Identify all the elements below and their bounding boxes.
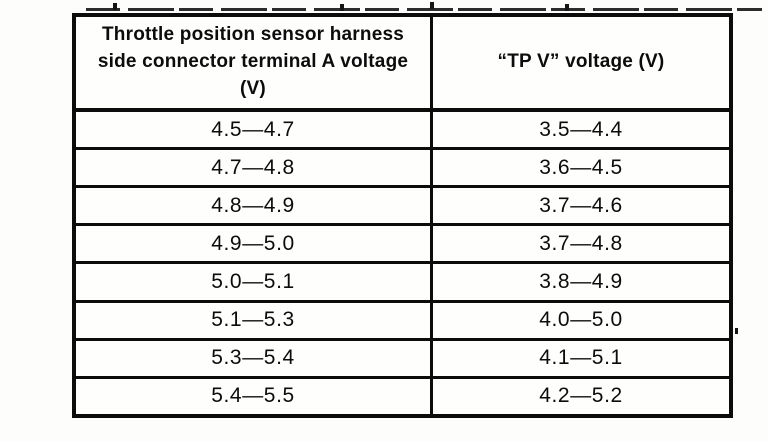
scan-artifact-tick <box>565 4 569 11</box>
tp-v-voltage-cell: 3.5—4.4 <box>430 108 733 151</box>
table-row: 4.8—4.9 3.7—4.6 <box>72 185 733 227</box>
table-header-row: Throttle position sensor harness side co… <box>72 13 733 112</box>
voltage-lookup-table: Throttle position sensor harness side co… <box>72 13 733 418</box>
table-row: 5.3—5.4 4.1—5.1 <box>72 337 733 379</box>
terminal-a-voltage-cell: 5.0—5.1 <box>72 261 433 303</box>
table-row: 4.9—5.0 3.7—4.8 <box>72 223 733 265</box>
scan-artifact-streak <box>86 8 762 11</box>
tp-v-voltage-cell: 3.7—4.6 <box>430 185 733 227</box>
table-row: 4.7—4.8 3.6—4.5 <box>72 147 733 189</box>
terminal-a-voltage-cell: 5.3—5.4 <box>72 337 433 379</box>
terminal-a-voltage-cell: 5.1—5.3 <box>72 299 433 341</box>
table-row: 4.5—4.7 3.5—4.4 <box>72 108 733 151</box>
scan-artifact-tick <box>340 4 344 11</box>
tp-v-voltage-cell: 4.1—5.1 <box>430 337 733 379</box>
terminal-a-voltage-cell: 4.8—4.9 <box>72 185 433 227</box>
terminal-a-voltage-cell: 4.5—4.7 <box>72 108 433 151</box>
terminal-a-voltage-cell: 5.4—5.5 <box>72 375 433 418</box>
scan-artifact-tick <box>113 3 117 10</box>
scan-artifact-tick <box>735 328 738 334</box>
tp-v-voltage-cell: 3.7—4.8 <box>430 223 733 265</box>
terminal-a-voltage-cell: 4.7—4.8 <box>72 147 433 189</box>
column-header-terminal-a-voltage: Throttle position sensor harness side co… <box>72 13 433 112</box>
scan-artifact-tick <box>430 2 434 9</box>
tp-v-voltage-cell: 3.6—4.5 <box>430 147 733 189</box>
tp-v-voltage-cell: 3.8—4.9 <box>430 261 733 303</box>
column-header-tp-v-voltage: “TP V” voltage (V) <box>430 13 733 112</box>
tp-v-voltage-cell: 4.2—5.2 <box>430 375 733 418</box>
table-row: 5.0—5.1 3.8—4.9 <box>72 261 733 303</box>
table-row: 5.4—5.5 4.2—5.2 <box>72 375 733 418</box>
terminal-a-voltage-cell: 4.9—5.0 <box>72 223 433 265</box>
tp-v-voltage-cell: 4.0—5.0 <box>430 299 733 341</box>
table-row: 5.1—5.3 4.0—5.0 <box>72 299 733 341</box>
